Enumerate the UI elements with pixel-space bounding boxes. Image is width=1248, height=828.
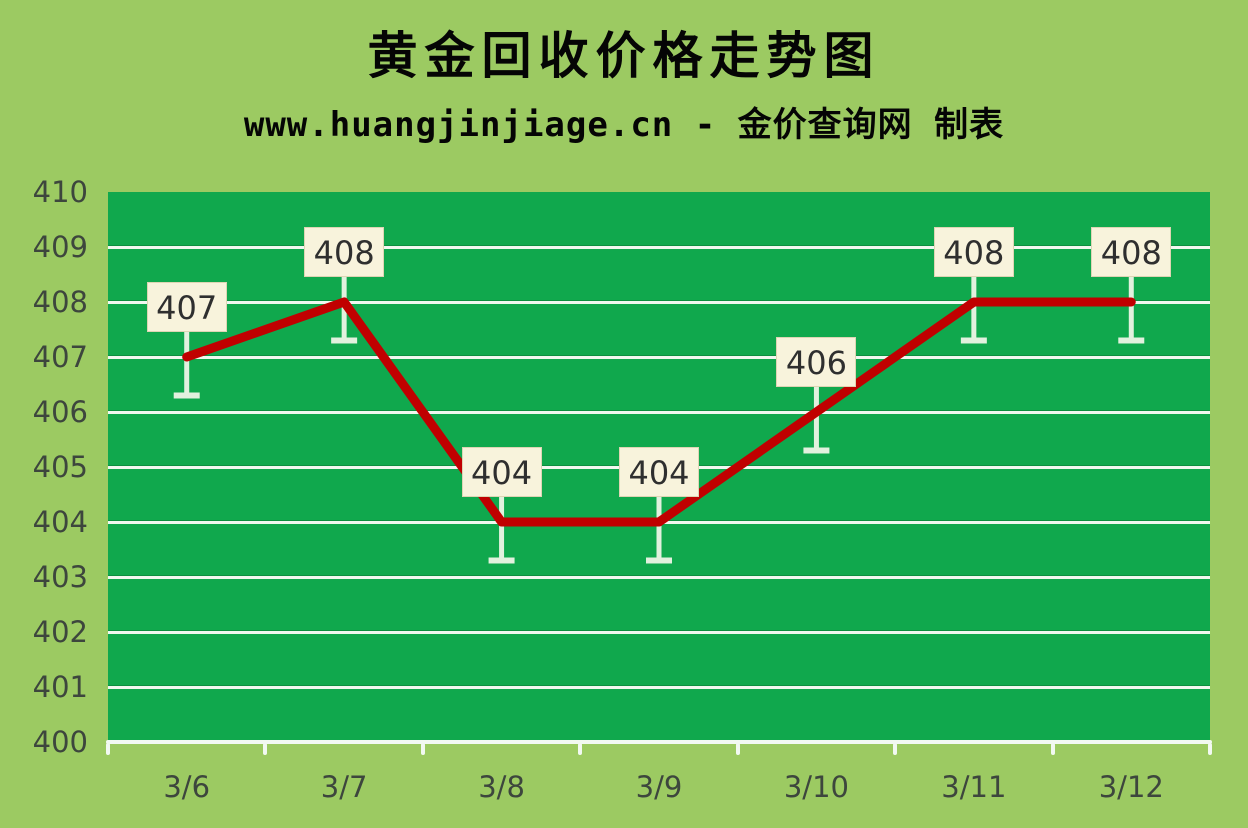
x-axis-tick-label: 3/7 [320, 770, 368, 804]
data-label-box: 406 [776, 337, 857, 387]
y-axis-tick-label: 408 [32, 285, 88, 319]
gridline [108, 575, 1210, 579]
x-axis-tick [735, 743, 740, 755]
gridline [108, 300, 1210, 304]
y-axis-tick-label: 405 [32, 450, 88, 484]
gridline [108, 410, 1210, 414]
gridline [108, 245, 1210, 249]
x-axis-tick [578, 743, 583, 755]
data-label-box: 407 [146, 282, 227, 332]
y-axis-tick-label: 401 [32, 670, 88, 704]
x-axis-tick [1050, 743, 1055, 755]
x-axis-tick-label: 3/6 [163, 770, 211, 804]
y-axis-tick-label: 403 [32, 560, 88, 594]
price-line [182, 297, 1136, 527]
y-axis-tick-label: 400 [32, 725, 88, 759]
y-axis-tick-label: 406 [32, 395, 88, 429]
x-axis-tick-label: 3/8 [478, 770, 525, 804]
x-axis-tick-label: 3/9 [635, 770, 683, 804]
price-line-layer [173, 274, 1145, 564]
x-axis-tick [263, 743, 268, 755]
chart-subtitle: www.huangjinjiage.cn - 金价查询网 制表 [243, 105, 1005, 145]
x-axis-tick-label: 3/10 [783, 770, 849, 804]
data-label-box: 408 [1091, 227, 1172, 277]
x-axis-tick-label: 3/11 [941, 770, 1007, 804]
data-label-box: 404 [619, 447, 699, 497]
y-axis-tick-label: 407 [32, 340, 88, 374]
chart-title: 黄金回收价格走势图 [367, 26, 881, 85]
x-axis-tick [1208, 743, 1212, 755]
x-axis-tick [420, 743, 425, 755]
data-label-box: 408 [933, 227, 1014, 277]
gridline [108, 630, 1210, 634]
y-axis-tick-label: 402 [32, 615, 88, 649]
y-axis-tick-label: 404 [32, 505, 88, 539]
data-label-box: 404 [461, 447, 542, 497]
y-axis-tick-label: 410 [32, 175, 88, 209]
y-axis-tick-label: 409 [32, 230, 88, 264]
x-axis-tick-label: 3/12 [1098, 770, 1164, 804]
x-axis-tick [106, 743, 110, 755]
gridline [108, 685, 1210, 689]
gridline [108, 355, 1210, 359]
x-axis-tick [893, 743, 898, 755]
plot-area: 407 408 404 404 406 408 408 [108, 192, 1210, 742]
data-label-box: 408 [304, 227, 385, 277]
x-axis-line [106, 740, 1212, 744]
